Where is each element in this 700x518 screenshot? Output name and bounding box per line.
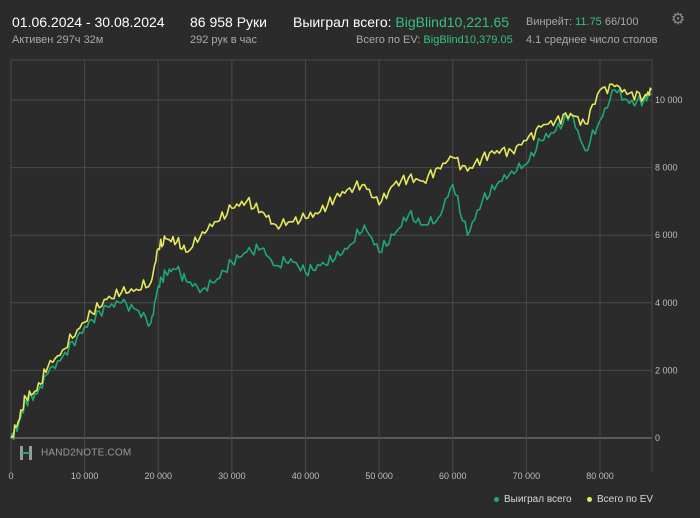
hand2note-logo-icon (20, 446, 32, 460)
legend-label-ev: Всего по EV (597, 494, 654, 505)
date-range: 01.06.2024 - 30.08.2024 (12, 14, 165, 30)
y-tick-label: 0 (655, 433, 660, 443)
legend-label-won: Выиграл всего (504, 494, 572, 505)
x-tick-label: 0 (8, 471, 13, 481)
x-tick-label: 80 000 (586, 471, 614, 481)
y-tick-label: 10 000 (655, 95, 683, 105)
x-tick-label: 60 000 (439, 471, 467, 481)
tick-labels: 0 2 000 4 000 6 000 8 000 10 000 0 10 000 20 000… (8, 95, 682, 481)
x-tick-label: 40 000 (292, 471, 320, 481)
active-time: Активен 297ч 32м (12, 34, 104, 46)
series-line-won (10, 88, 653, 441)
y-tick-label: 6 000 (655, 230, 678, 240)
x-tick-label: 20 000 (144, 471, 172, 481)
avg-tables: 4.1 среднее число столов (526, 34, 658, 46)
series-line-ev (10, 83, 653, 439)
x-tick-label: 30 000 (218, 471, 246, 481)
winrate: Винрейт: 11.75 66/100 (526, 16, 639, 28)
watermark-text: HAND2NOTE.COM (40, 447, 132, 459)
winrate-label: Винрейт: (526, 16, 573, 28)
series-layer (10, 83, 653, 441)
x-tick-label: 50 000 (365, 471, 393, 481)
y-tick-label: 4 000 (655, 298, 678, 308)
legend-dot-ev (587, 496, 592, 502)
grid (10, 59, 653, 472)
y-tick-label: 2 000 (655, 365, 678, 375)
gear-icon[interactable]: ⚙ (670, 11, 686, 28)
winrate-suffix: 66/100 (604, 16, 639, 28)
won-total-label: Выиграл всего: (293, 14, 392, 30)
winrate-value: 11.75 (575, 16, 602, 28)
legend-dot-won (494, 496, 499, 502)
x-tick-label: 10 000 (71, 471, 99, 481)
ev-total: Всего по EV: BigBlind10,379.05 (356, 34, 513, 46)
y-tick-label: 8 000 (655, 163, 678, 173)
ev-total-label: Всего по EV: (356, 34, 421, 46)
legend-item-won[interactable]: Выиграл всего (494, 494, 572, 505)
watermark: HAND2NOTE.COM (18, 445, 131, 463)
legend-item-ev[interactable]: Всего по EV (587, 494, 653, 505)
x-tick-label: 70 000 (513, 471, 541, 481)
hands-per-hour: 292 рук в час (190, 34, 258, 46)
ev-total-value: BigBlind10,379.05 (423, 34, 513, 46)
hands-count: 86 958 Руки (190, 14, 267, 30)
won-total-value: BigBlind10,221.65 (395, 14, 510, 30)
won-total: Выиграл всего: BigBlind10,221.65 (293, 14, 509, 30)
